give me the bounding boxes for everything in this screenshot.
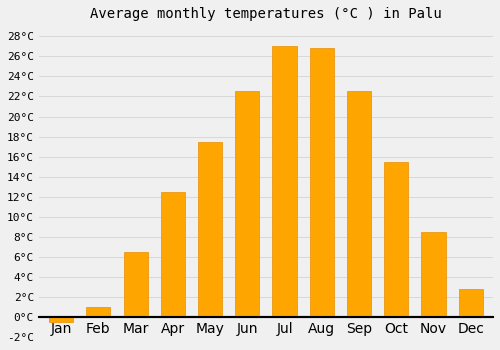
Bar — [86, 307, 110, 317]
Bar — [198, 141, 222, 317]
Bar — [235, 91, 260, 317]
Bar — [458, 289, 483, 317]
Bar — [347, 91, 371, 317]
Bar — [272, 46, 296, 317]
Title: Average monthly temperatures (°C ) in Palu: Average monthly temperatures (°C ) in Pa… — [90, 7, 442, 21]
Bar — [422, 232, 446, 317]
Bar — [49, 317, 73, 322]
Bar — [384, 162, 408, 317]
Bar — [160, 192, 185, 317]
Bar — [310, 48, 334, 317]
Bar — [124, 252, 148, 317]
